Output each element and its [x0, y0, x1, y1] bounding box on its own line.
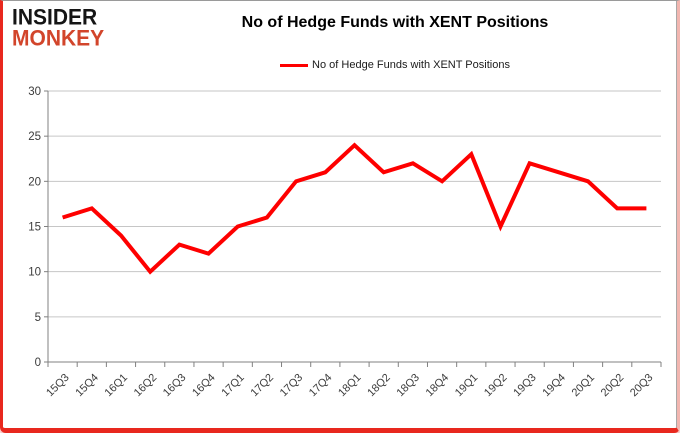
logo-text-monkey: MONKEY: [12, 26, 105, 51]
x-axis-tick-label: 16Q4: [190, 372, 218, 400]
y-axis-tick-label: 5: [35, 312, 41, 324]
y-axis-tick-label: 20: [28, 176, 41, 188]
x-axis-tick-label: 18Q1: [336, 372, 364, 400]
x-axis-tick-label: 17Q2: [249, 372, 277, 400]
x-axis-tick-label: 19Q4: [540, 372, 568, 400]
x-axis-tick-label: 19Q3: [511, 372, 539, 400]
x-axis-tick-label: 20Q3: [628, 372, 656, 400]
x-axis-tick-label: 20Q2: [599, 372, 627, 400]
x-axis-tick-label: 17Q3: [278, 372, 306, 400]
legend-line-swatch: [280, 63, 309, 67]
y-axis-tick-label: 0: [35, 357, 41, 369]
x-axis-tick-label: 17Q4: [307, 372, 335, 400]
x-axis-tick-label: 18Q2: [365, 372, 393, 400]
x-axis-tick-label: 16Q2: [132, 372, 160, 400]
x-axis-tick-label: 16Q3: [161, 372, 189, 400]
x-axis-tick-label: 16Q1: [103, 372, 131, 400]
insider-monkey-logo: INSIDER MONKEY: [12, 5, 105, 51]
x-axis-tick-label: 18Q3: [394, 372, 422, 400]
x-axis-tick-label: 19Q2: [482, 372, 510, 400]
y-axis-tick-label: 25: [28, 131, 41, 143]
legend: No of Hedge Funds with XENT Positions: [133, 59, 657, 71]
series-line-xent: [62, 142, 647, 275]
line-chart: 0 5 10 15 20 25 30 15Q3 15Q4 16Q1 16Q2 16Q3 16Q4 17Q1…: [28, 86, 662, 400]
logo-text-insider: INSIDER: [12, 5, 98, 30]
x-axis-tick-label: 17Q1: [219, 372, 247, 400]
y-axis-tick-label: 30: [28, 86, 41, 98]
x-axis-tick-label: 15Q4: [73, 372, 101, 400]
chart-title: No of Hedge Funds with XENT Positions: [241, 14, 549, 31]
x-axis-tick-label: 19Q1: [453, 372, 481, 400]
x-axis-tick-label: 20Q1: [570, 372, 598, 400]
y-axis-tick-label: 10: [28, 267, 41, 279]
x-axis-tick-label: 15Q3: [44, 372, 72, 400]
legend-label: No of Hedge Funds with XENT Positions: [312, 59, 510, 71]
y-axis-tick-label: 15: [28, 222, 41, 234]
x-axis-tick-label: 18Q4: [424, 372, 452, 400]
